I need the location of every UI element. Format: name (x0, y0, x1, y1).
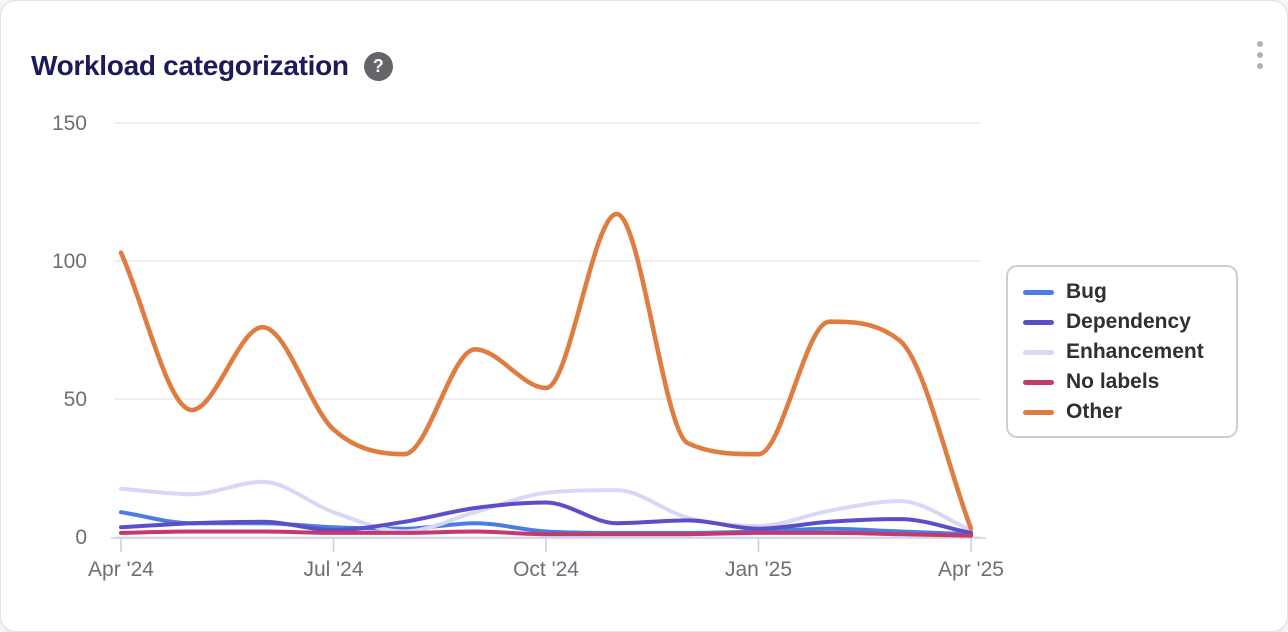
legend-item-label: No labels (1066, 370, 1160, 393)
card-header: Workload categorization ? (31, 33, 393, 99)
legend-item-enhancement[interactable]: Enhancement (1023, 340, 1221, 364)
series-line-other (118, 211, 974, 531)
x-tick-label: Jan '25 (725, 558, 792, 581)
page-title: Workload categorization (31, 49, 349, 81)
x-tick-label: Apr '24 (88, 558, 154, 581)
x-tick-label: Apr '25 (938, 558, 1004, 581)
legend-item-no-labels[interactable]: No labels (1023, 370, 1221, 394)
y-tick-label: 150 (52, 112, 87, 135)
x-tick-label: Oct '24 (513, 558, 579, 581)
legend-item-label: Dependency (1066, 310, 1191, 333)
legend-item-label: Enhancement (1066, 340, 1204, 363)
legend-item-label: Other (1066, 400, 1123, 423)
question-mark-glyph: ? (372, 56, 384, 77)
legend-item-dependency[interactable]: Dependency (1023, 310, 1221, 334)
kebab-dot (1257, 41, 1263, 47)
legend-item-bug[interactable]: Bug (1023, 280, 1221, 304)
kebab-dot (1257, 63, 1263, 69)
legend-item-other[interactable]: Other (1023, 400, 1221, 424)
legend-swatch (1023, 289, 1054, 295)
legend-swatch (1023, 409, 1054, 415)
legend-swatch (1023, 319, 1054, 325)
help-icon[interactable]: ? (363, 52, 393, 82)
series-line-enhancement (119, 479, 973, 534)
y-tick-label: 50 (64, 388, 87, 411)
legend-swatch (1023, 379, 1054, 385)
series-line-no-labels (119, 529, 973, 538)
chart-legend: Bug Dependency Enhancement No labels Other (1006, 265, 1238, 438)
y-tick-label: 0 (75, 526, 87, 549)
kebab-menu-icon[interactable] (1253, 37, 1267, 73)
legend-swatch (1023, 349, 1054, 355)
kebab-dot (1257, 52, 1263, 58)
y-tick-label: 100 (52, 250, 87, 273)
series-line-dependency (119, 500, 973, 535)
x-tick-label: Jul '24 (303, 558, 363, 581)
legend-item-label: Bug (1066, 280, 1107, 303)
